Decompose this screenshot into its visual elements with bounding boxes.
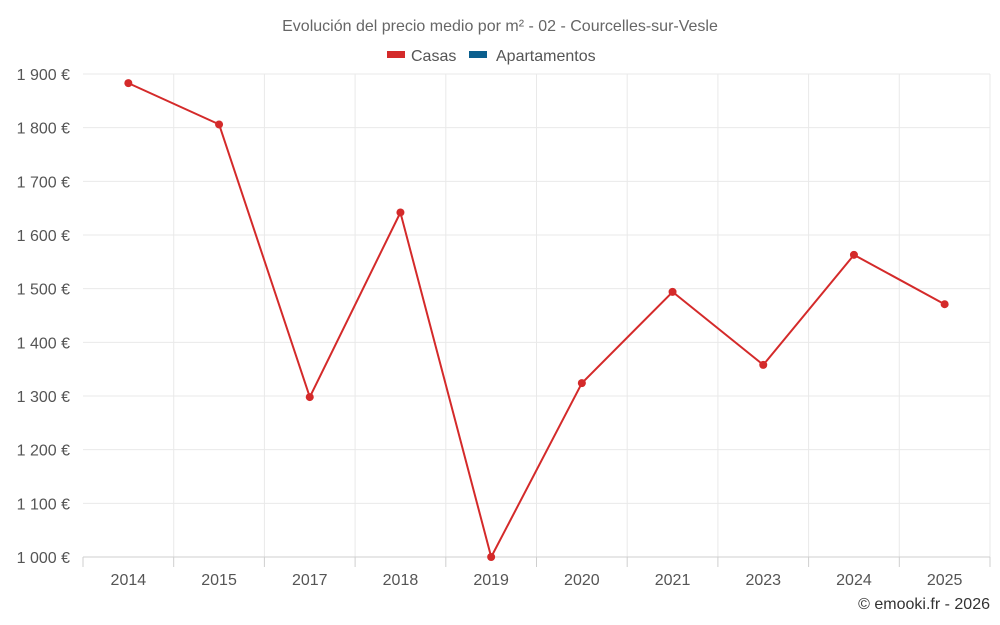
x-tick-label: 2021: [655, 572, 691, 589]
x-tick-label: 2023: [745, 572, 781, 589]
x-tick-label: 2017: [292, 572, 328, 589]
x-tick-label: 2019: [473, 572, 509, 589]
y-tick-label: 1 000 €: [17, 550, 70, 567]
legend-swatch-casas: [387, 51, 405, 58]
y-axis: 1 000 € 1 100 € 1 200 € 1 300 € 1 400 € 1 500…: [17, 67, 70, 567]
legend-label-apartamentos[interactable]: Apartamentos: [496, 48, 596, 65]
series-line-casas: [127, 82, 946, 558]
data-point[interactable]: [759, 360, 768, 369]
x-tick-label: 2018: [383, 572, 419, 589]
grid: [83, 73, 991, 557]
y-tick-label: 1 200 €: [17, 443, 70, 460]
y-tick-label: 1 800 €: [17, 121, 70, 138]
y-tick-label: 1 700 €: [17, 174, 70, 191]
data-point[interactable]: [668, 287, 677, 296]
x-axis: 2014 2015 2017 2018 2019 2020 2021 2023 2024 2025: [82, 556, 991, 589]
y-tick-label: 1 300 €: [17, 389, 70, 406]
series-casas: [124, 79, 949, 561]
data-point[interactable]: [305, 393, 314, 402]
y-tick-label: 1 100 €: [17, 496, 70, 513]
data-point[interactable]: [124, 79, 133, 88]
x-tick-label: 2015: [201, 572, 237, 589]
data-point[interactable]: [940, 300, 949, 309]
legend-swatch-apartamentos: [469, 51, 487, 58]
x-tick-label: 2020: [564, 572, 600, 589]
y-tick-label: 1 900 €: [17, 67, 70, 84]
data-point[interactable]: [487, 553, 496, 561]
legend-label-casas[interactable]: Casas: [411, 48, 456, 65]
data-point[interactable]: [849, 250, 858, 259]
data-point[interactable]: [577, 379, 586, 388]
chart-title: Evolución del precio medio por m² - 02 -…: [282, 18, 718, 35]
data-point[interactable]: [396, 208, 405, 217]
y-tick-label: 1 400 €: [17, 335, 70, 352]
y-tick-label: 1 500 €: [17, 282, 70, 299]
credit-text: © emooki.fr - 2026: [858, 596, 990, 613]
legend: Casas Apartamentos: [387, 48, 596, 65]
x-tick-label: 2024: [836, 572, 872, 589]
data-point[interactable]: [215, 120, 224, 129]
x-tick-label: 2025: [927, 572, 963, 589]
y-tick-label: 1 600 €: [17, 228, 70, 245]
x-tick-label: 2014: [111, 572, 147, 589]
